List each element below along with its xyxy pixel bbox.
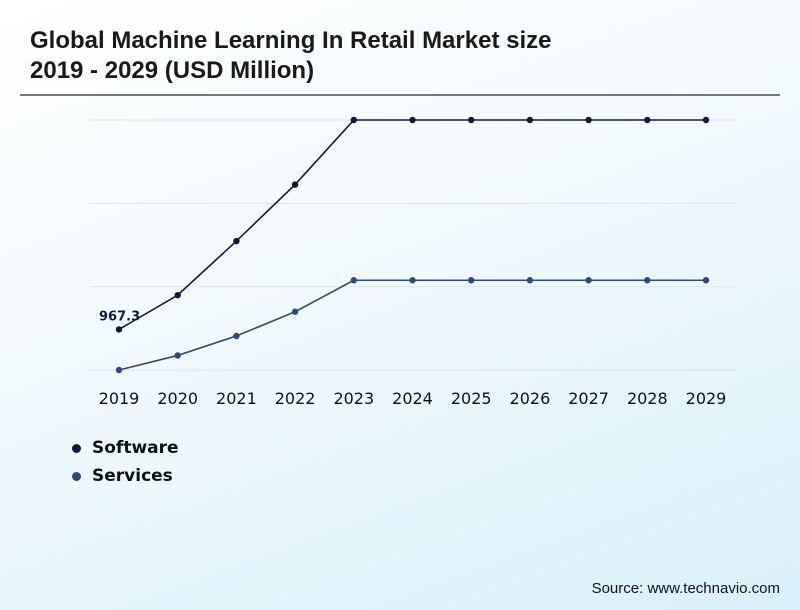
software-point — [409, 116, 416, 124]
legend-item-software: Software — [72, 434, 179, 462]
x-tick-label: 2028 — [627, 389, 668, 408]
services-point — [585, 277, 592, 284]
software-point — [115, 326, 123, 333]
software-point — [291, 181, 299, 188]
services-point — [350, 277, 357, 284]
software-point — [468, 116, 475, 124]
x-tick-label: 2020 — [157, 389, 198, 408]
software-point — [644, 116, 651, 124]
software-point — [585, 116, 592, 124]
services-point — [468, 277, 475, 284]
title-divider — [20, 94, 780, 96]
services-point — [291, 308, 299, 315]
services-point — [233, 332, 240, 340]
software-point — [526, 116, 534, 124]
services-point — [702, 277, 710, 284]
title-line-1: Global Machine Learning In Retail Market… — [30, 27, 552, 54]
data-label: 967.3 — [99, 309, 140, 324]
x-tick-label: 2029 — [686, 389, 727, 408]
software-line — [118, 119, 706, 331]
legend-marker — [72, 443, 81, 453]
line-chart: 2019 2020 2021 2022 2023 2024 2025 2026 2027 2028… — [90, 116, 736, 408]
title-line-2: 2019 - 2029 (USD Million) — [30, 57, 315, 84]
legend-label: Software — [92, 438, 179, 458]
services-point — [115, 366, 123, 374]
services-line — [118, 279, 706, 371]
software-point — [350, 116, 357, 124]
services-point — [644, 277, 651, 284]
software-point — [174, 291, 181, 299]
legend: Software Services — [72, 434, 179, 490]
legend-label: Services — [92, 466, 173, 486]
x-tick-label: 2026 — [510, 389, 551, 408]
x-tick-label: 2023 — [333, 389, 374, 408]
services-point — [526, 277, 534, 284]
chart-title: Global Machine Learning In Retail Market… — [30, 26, 551, 86]
x-tick-label: 2025 — [451, 389, 492, 408]
x-tick-label: 2027 — [568, 389, 609, 408]
services-point — [409, 277, 416, 284]
software-point — [702, 116, 710, 124]
x-tick-label: 2022 — [275, 389, 316, 408]
legend-marker — [72, 471, 81, 481]
software-point — [233, 237, 240, 245]
x-tick-label: 2019 — [99, 389, 140, 408]
source-note: Source: www.technavio.com — [591, 580, 780, 597]
x-tick-label: 2021 — [216, 389, 257, 408]
x-tick-label: 2024 — [392, 389, 433, 408]
services-point — [174, 352, 181, 359]
legend-item-services: Services — [72, 462, 179, 490]
